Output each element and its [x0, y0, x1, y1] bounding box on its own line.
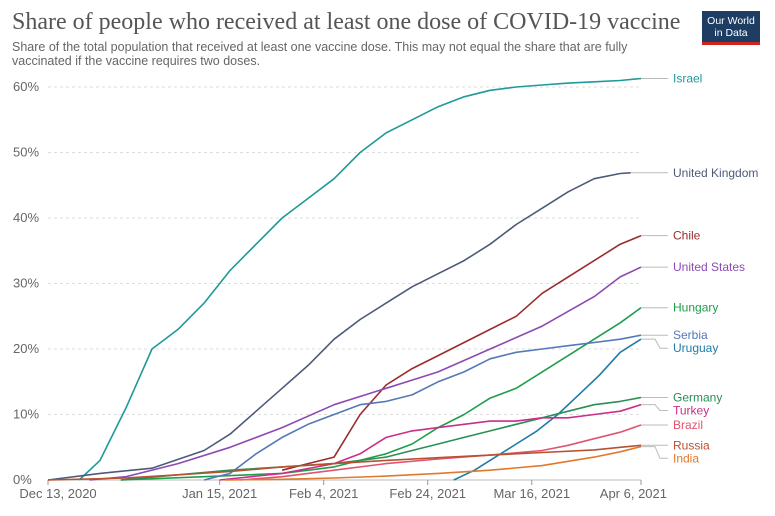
series-label-india[interactable]: India [673, 451, 699, 465]
y-tick-label: 30% [13, 276, 39, 291]
series-line-india[interactable] [224, 445, 642, 481]
series-label-uruguay[interactable]: Uruguay [673, 341, 718, 355]
y-tick-label: 60% [13, 79, 39, 94]
series-label-hungary[interactable]: Hungary [673, 301, 718, 315]
series-line-russia[interactable] [47, 444, 642, 481]
x-axis-ticks: Dec 13, 2020 Jan 15, 2021 Feb 4, 2021 Feb 2… [19, 480, 667, 501]
chart-title: Share of people who received at least on… [12, 9, 681, 35]
series-leader-line [641, 338, 668, 349]
series-line-united-kingdom[interactable] [47, 172, 631, 481]
y-tick-label: 10% [13, 407, 39, 422]
series-label-brazil[interactable]: Brazil [673, 418, 703, 432]
logo-line-1: Our World [707, 15, 755, 27]
chart-series-labels: Israel United Kingdom Chile United States Hu… [630, 71, 758, 465]
y-axis-ticks: 0% 10% 20% 30% 40% 50% 60% [13, 79, 39, 487]
series-line-israel[interactable] [78, 77, 642, 481]
series-label-israel[interactable]: Israel [673, 71, 702, 85]
chart-subtitle: Share of the total population that recei… [12, 40, 628, 68]
series-label-chile[interactable]: Chile [673, 229, 701, 243]
y-tick-label: 0% [13, 472, 32, 487]
logo-line-2: in Data [714, 27, 748, 39]
x-tick-label: Feb 24, 2021 [389, 486, 466, 501]
chart-series-lines [47, 77, 642, 481]
series-line-turkey[interactable] [219, 403, 642, 481]
series-label-serbia[interactable]: Serbia [673, 328, 708, 342]
y-tick-label: 50% [13, 145, 39, 160]
x-tick-label: Dec 13, 2020 [19, 486, 96, 501]
series-line-chile[interactable] [281, 234, 642, 471]
logo-red-bar [702, 42, 760, 45]
x-tick-label: Apr 6, 2021 [600, 486, 667, 501]
x-tick-label: Mar 16, 2021 [493, 486, 570, 501]
series-leader-line [641, 404, 668, 411]
y-tick-label: 40% [13, 210, 39, 225]
y-tick-label: 20% [13, 341, 39, 356]
owid-logo[interactable]: Our World in Data [702, 11, 760, 45]
series-label-germany[interactable]: Germany [673, 390, 722, 404]
x-tick-label: Jan 15, 2021 [182, 486, 257, 501]
series-leader-line [641, 446, 668, 459]
series-label-united-states[interactable]: United States [673, 260, 745, 274]
chart-gridlines [48, 86, 641, 481]
series-line-hungary[interactable] [120, 307, 642, 481]
series-label-russia[interactable]: Russia [673, 438, 710, 452]
series-label-turkey[interactable]: Turkey [673, 403, 709, 417]
series-line-serbia[interactable] [203, 334, 642, 481]
series-line-united-states[interactable] [89, 266, 642, 481]
x-tick-label: Feb 4, 2021 [289, 486, 358, 501]
series-line-uruguay[interactable] [453, 338, 642, 481]
series-label-united-kingdom[interactable]: United Kingdom [673, 166, 758, 180]
